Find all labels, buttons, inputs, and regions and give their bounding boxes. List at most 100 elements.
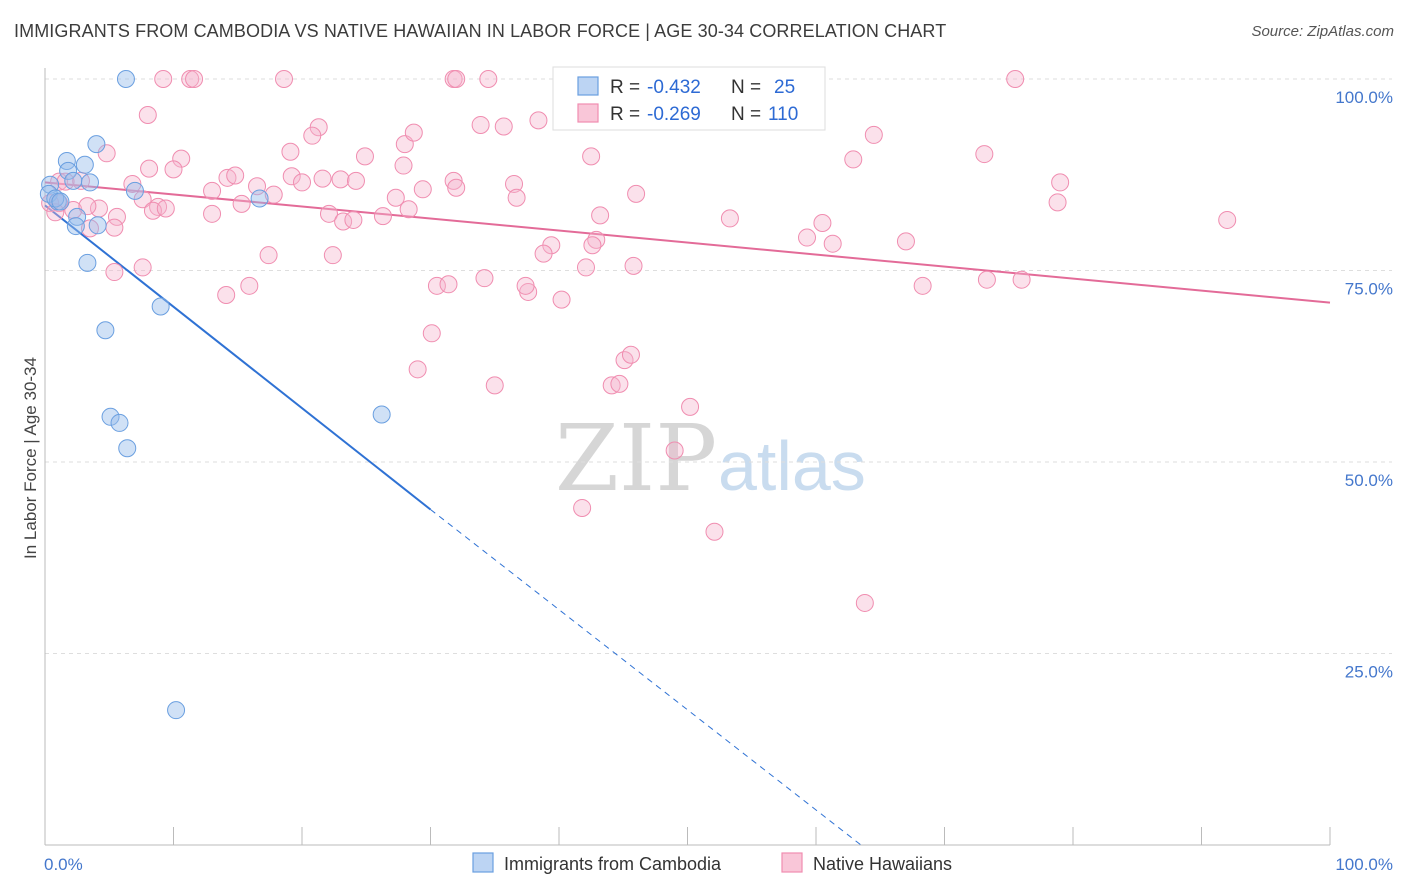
point-hawaiian	[240, 276, 259, 295]
point-hawaiian	[319, 204, 338, 223]
point-hawaiian	[844, 150, 863, 169]
point-hawaiian	[573, 498, 592, 517]
point-hawaiian	[156, 199, 175, 218]
point-hawaiian	[471, 115, 490, 134]
point-hawaiian	[226, 166, 245, 185]
x-tick-labels: 0.0% 100.0%	[44, 855, 1393, 874]
point-hawaiian	[56, 172, 75, 191]
bottom-legend-label-cambodia: Immigrants from Cambodia	[504, 854, 722, 874]
point-hawaiian	[427, 276, 446, 295]
y-axis-label: In Labor Force | Age 30-34	[21, 357, 40, 559]
point-hawaiian	[855, 593, 874, 612]
point-cambodia	[51, 192, 70, 211]
point-hawaiian	[516, 276, 535, 295]
trend-lines	[44, 181, 1331, 846]
point-cambodia	[167, 701, 186, 720]
point-hawaiian	[621, 345, 640, 364]
point-hawaiian	[123, 174, 142, 193]
point-hawaiian	[275, 70, 294, 88]
legend-swatch-hawaiians	[577, 103, 599, 123]
point-hawaiian	[413, 180, 432, 199]
point-hawaiian	[447, 70, 466, 88]
bottom-legend: Immigrants from Cambodia Native Hawaiian…	[472, 852, 952, 874]
legend-n-label-1: N =	[731, 77, 761, 98]
point-hawaiian	[133, 258, 152, 277]
point-cambodia	[101, 407, 120, 426]
point-hawaiian	[507, 188, 526, 207]
legend-n-value-2: 110	[768, 104, 798, 125]
legend-r-label-1: R =	[610, 77, 640, 98]
point-cambodia	[250, 189, 269, 208]
point-hawaiian	[1048, 193, 1067, 212]
legend-r-label-2: R =	[610, 104, 640, 125]
point-hawaiian	[399, 200, 418, 219]
point-cambodia	[110, 413, 129, 432]
point-cambodia	[57, 151, 76, 170]
point-hawaiian	[975, 145, 994, 164]
point-hawaiian	[1012, 270, 1031, 289]
axes	[44, 68, 1331, 846]
data-points	[39, 70, 1237, 720]
point-cambodia	[68, 207, 87, 226]
y-tick-label: 100.0%	[1335, 88, 1393, 107]
point-hawaiian	[105, 263, 124, 282]
point-hawaiian	[203, 181, 222, 200]
point-hawaiian	[439, 275, 458, 294]
point-cambodia	[116, 70, 135, 88]
point-hawaiian	[447, 178, 466, 197]
trend-line-cambodia-extension	[430, 509, 862, 846]
point-hawaiian	[665, 441, 684, 460]
bottom-legend-label-hawaiians: Native Hawaiians	[813, 854, 952, 874]
point-cambodia	[64, 171, 83, 190]
point-hawaiian	[303, 126, 322, 145]
point-hawaiian	[602, 376, 621, 395]
point-hawaiian	[259, 246, 278, 265]
point-hawaiian	[913, 276, 932, 295]
point-hawaiian	[264, 185, 283, 204]
watermark-zip: ZIP	[555, 405, 717, 512]
point-hawaiian	[798, 228, 817, 247]
point-hawaiian	[282, 167, 301, 186]
legend-r-value-2: -0.269	[647, 104, 701, 125]
bottom-legend-swatch-hawaiians	[781, 852, 803, 873]
y-tick-label: 50.0%	[1345, 471, 1393, 490]
point-hawaiian	[344, 210, 363, 229]
x-tick-label: 100.0%	[1335, 855, 1393, 874]
point-hawaiian	[813, 214, 832, 233]
point-hawaiian	[624, 256, 643, 275]
point-hawaiian	[105, 218, 124, 237]
point-cambodia	[66, 217, 85, 236]
point-hawaiian	[97, 144, 116, 163]
point-cambodia	[151, 297, 170, 316]
point-hawaiian	[181, 70, 200, 88]
point-hawaiian	[154, 70, 173, 88]
point-hawaiian	[422, 324, 441, 343]
point-hawaiian	[1218, 210, 1237, 229]
point-hawaiian	[582, 147, 601, 166]
point-hawaiian	[346, 171, 365, 190]
legend-r-value-1: -0.432	[647, 77, 701, 98]
point-hawaiian	[185, 70, 204, 88]
gridlines	[45, 78, 1392, 654]
legend-n-label-2: N =	[731, 104, 761, 125]
point-cambodia	[125, 181, 144, 200]
point-hawaiian	[529, 111, 548, 130]
point-hawaiian	[681, 397, 700, 416]
point-hawaiian	[313, 169, 332, 188]
point-hawaiian	[386, 188, 405, 207]
point-hawaiian	[164, 160, 183, 179]
point-hawaiian	[475, 269, 494, 288]
point-cambodia	[118, 439, 137, 458]
point-hawaiian	[720, 209, 739, 228]
point-hawaiian	[494, 117, 513, 136]
point-hawaiian	[281, 142, 300, 161]
trend-line-hawaiians	[44, 181, 1331, 304]
point-hawaiian	[323, 246, 342, 265]
point-hawaiian	[444, 171, 463, 190]
x-tick-label: 0.0%	[44, 855, 83, 874]
point-hawaiian	[823, 234, 842, 253]
stats-legend: R = -0.432 N = 25 R = -0.269 N = 110	[552, 66, 826, 131]
point-hawaiian	[591, 206, 610, 225]
point-hawaiian	[896, 232, 915, 251]
